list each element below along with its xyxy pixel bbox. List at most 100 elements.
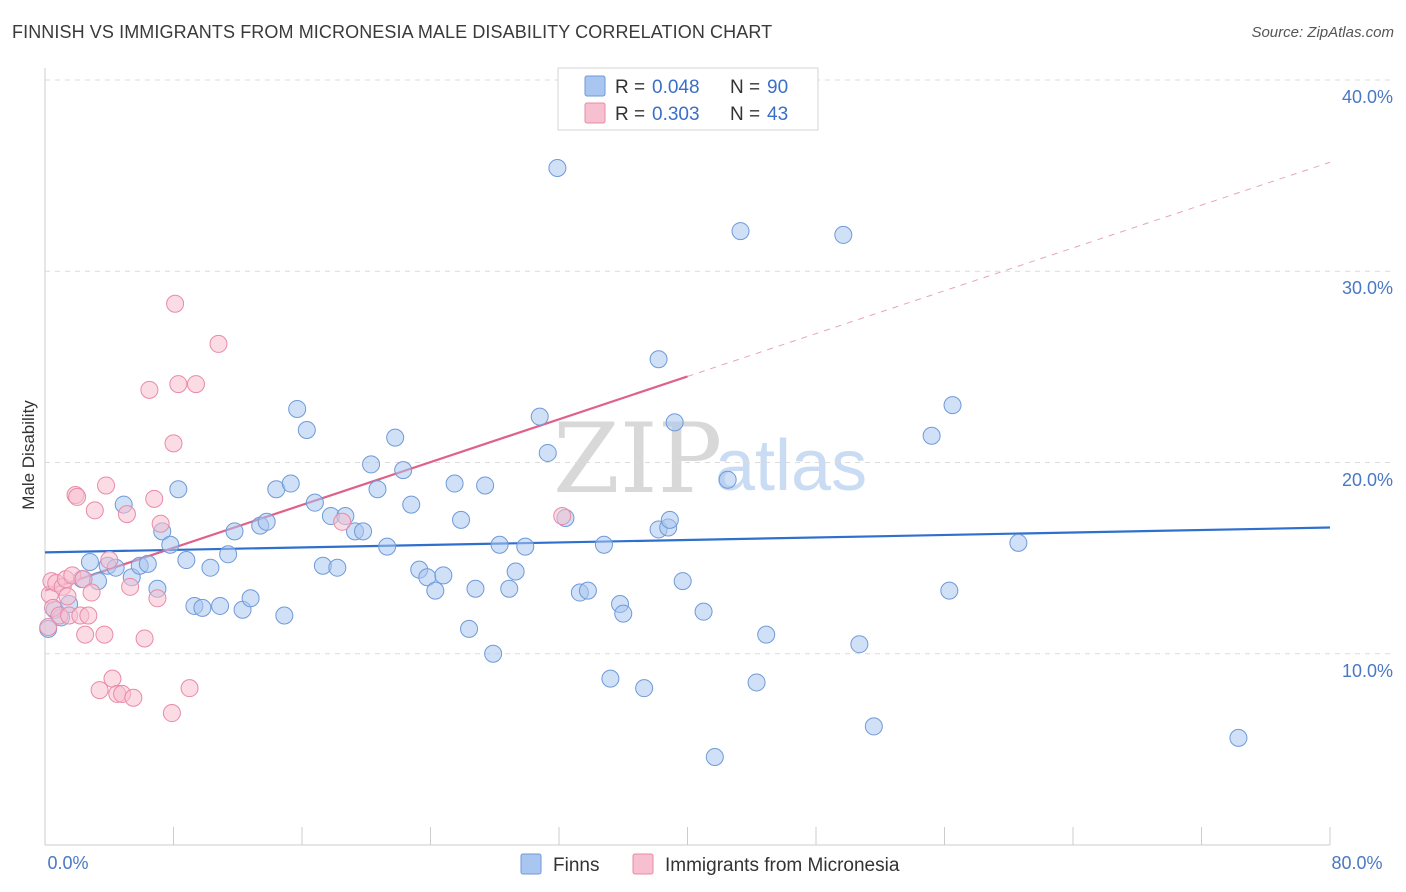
legend-n-value-finns: 90: [767, 77, 788, 98]
data-point-s1-23: [103, 669, 122, 688]
data-point-s0-67: [601, 669, 620, 688]
data-point-s0-56: [490, 535, 509, 554]
data-point-s0-69: [614, 604, 633, 623]
data-point-s0-61: [538, 443, 557, 462]
data-point-s1-12: [68, 487, 87, 506]
data-point-s1-20: [95, 625, 114, 644]
data-point-s0-30: [281, 474, 300, 493]
y-tick-label-10: 10.0%: [1342, 661, 1393, 681]
data-point-s1-42: [553, 507, 572, 526]
data-point-s1-37: [169, 375, 188, 394]
data-point-s0-79: [718, 470, 737, 489]
source-label: Source: ZipAtlas.com: [1251, 24, 1394, 41]
data-point-s0-85: [864, 717, 883, 736]
data-point-s1-8: [58, 587, 77, 606]
data-point-s0-16: [169, 480, 188, 499]
data-point-s0-66: [594, 535, 613, 554]
data-point-s0-80: [731, 222, 750, 241]
data-point-s1-35: [164, 434, 183, 453]
trend-line-0: [44, 526, 1331, 554]
watermark-zip: ZIP: [553, 403, 722, 515]
data-point-s1-32: [148, 589, 167, 608]
legend: R = 0.048 N = 90 R = 0.303 N = 43: [557, 67, 819, 131]
y-axis-label: Male Disability: [19, 400, 38, 510]
data-point-s0-44: [394, 461, 413, 480]
data-point-s0-23: [225, 522, 244, 541]
bottom-legend-label-micronesia: Immigrants from Micronesia: [665, 855, 900, 876]
data-point-s0-12: [138, 554, 157, 573]
data-point-s0-21: [211, 596, 230, 615]
data-point-s0-58: [506, 562, 525, 581]
x-tick-label-max: 80.0%: [1331, 853, 1382, 873]
data-point-s1-29: [135, 629, 154, 648]
data-point-s0-70: [635, 679, 654, 698]
gridlines: [45, 79, 1393, 655]
data-point-s1-17: [82, 583, 101, 602]
data-point-s0-17: [177, 551, 196, 570]
data-point-s0-87: [940, 581, 959, 600]
data-point-s0-86: [922, 426, 941, 445]
data-point-s0-20: [201, 558, 220, 577]
data-point-s0-81: [747, 673, 766, 692]
data-point-s0-82: [757, 625, 776, 644]
data-point-s0-40: [362, 455, 381, 474]
data-point-s0-45: [402, 495, 421, 514]
trend-lines: [44, 161, 1331, 592]
data-point-s1-34: [162, 704, 181, 723]
data-point-s0-76: [673, 572, 692, 591]
data-point-s1-40: [209, 334, 228, 353]
data-point-s1-22: [100, 551, 119, 570]
data-point-s0-62: [548, 158, 567, 177]
data-point-s0-41: [368, 480, 387, 499]
data-point-s0-51: [452, 510, 471, 529]
trend-line-1: [44, 375, 688, 592]
data-point-s1-16: [79, 606, 98, 625]
data-point-s0-71: [649, 350, 668, 369]
legend-swatch-micronesia: [584, 102, 606, 124]
bottom-legend-swatch-micronesia: [632, 853, 654, 875]
watermark-atlas: atlas: [715, 426, 867, 506]
data-point-s1-0: [39, 617, 58, 636]
bottom-legend-swatch-finns: [520, 853, 542, 875]
legend-r-label-micronesia: R =: [615, 104, 645, 125]
data-point-s0-60: [530, 407, 549, 426]
data-point-s0-84: [850, 635, 869, 654]
legend-r-label-finns: R =: [615, 77, 645, 98]
chart-title: FINNISH VS IMMIGRANTS FROM MICRONESIA MA…: [12, 22, 773, 42]
data-point-s1-19: [90, 681, 109, 700]
data-point-s1-39: [186, 375, 205, 394]
data-point-s1-33: [151, 514, 170, 533]
legend-n-value-micronesia: 43: [767, 104, 788, 125]
data-point-s0-59: [516, 537, 535, 556]
data-points: [39, 158, 1248, 767]
y-tick-label-20: 20.0%: [1342, 470, 1393, 490]
data-point-s0-83: [834, 225, 853, 244]
data-point-s0-15: [161, 535, 180, 554]
data-point-s1-28: [124, 688, 143, 707]
data-point-s0-74: [660, 510, 679, 529]
data-point-s0-29: [275, 606, 294, 625]
trend-line-extension-1: [687, 161, 1331, 377]
data-point-s0-22: [219, 545, 238, 564]
legend-n-label-finns: N =: [730, 77, 760, 98]
data-point-s1-21: [97, 476, 116, 495]
y-tick-label-40: 40.0%: [1342, 87, 1393, 107]
data-point-s0-88: [943, 396, 962, 415]
data-point-s0-42: [378, 537, 397, 556]
data-point-s1-38: [180, 679, 199, 698]
legend-r-value-micronesia: 0.303: [652, 104, 700, 125]
data-point-s1-15: [76, 625, 95, 644]
data-point-s0-32: [297, 420, 316, 439]
axes: [44, 68, 1331, 846]
data-point-s0-43: [386, 428, 405, 447]
data-point-s0-19: [193, 598, 212, 617]
data-point-s0-48: [426, 581, 445, 600]
data-point-s0-27: [257, 512, 276, 531]
data-point-s0-36: [328, 558, 347, 577]
data-point-s0-31: [288, 399, 307, 418]
legend-r-value-finns: 0.048: [652, 77, 700, 98]
bottom-legend: Finns Immigrants from Micronesia: [520, 853, 900, 876]
data-point-s0-77: [694, 602, 713, 621]
data-point-s0-49: [434, 566, 453, 585]
